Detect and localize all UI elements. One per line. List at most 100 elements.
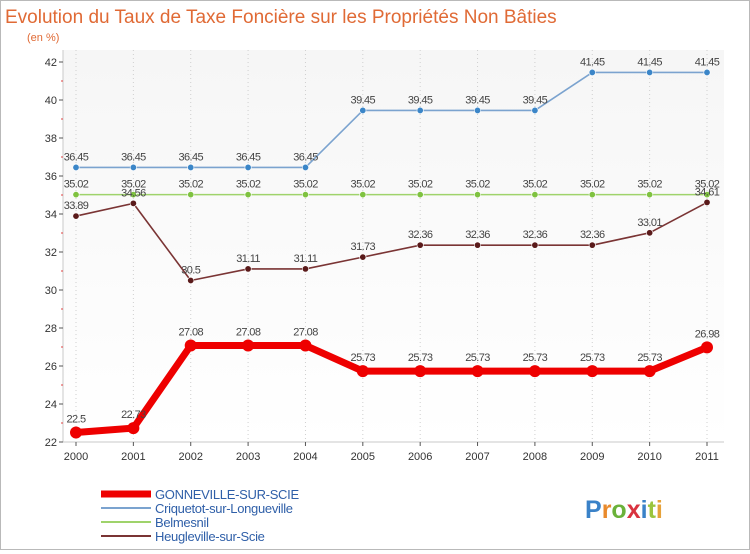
data-label: 25.73 bbox=[465, 352, 490, 364]
data-label: 22.73 bbox=[121, 409, 146, 421]
data-point bbox=[244, 191, 252, 199]
x-tick-label: 2009 bbox=[580, 451, 604, 463]
data-label: 35.02 bbox=[293, 179, 318, 191]
data-point bbox=[646, 229, 654, 237]
data-label: 39.45 bbox=[465, 94, 490, 106]
logo-letter: t bbox=[648, 496, 657, 524]
data-label: 32.36 bbox=[580, 229, 605, 241]
data-label: 32.36 bbox=[523, 229, 548, 241]
x-tick-label: 2006 bbox=[408, 451, 432, 463]
data-label: 34.61 bbox=[695, 186, 720, 198]
logo-letter: P bbox=[585, 496, 602, 524]
data-label: 35.02 bbox=[351, 179, 376, 191]
x-tick-label: 2011 bbox=[695, 451, 719, 463]
data-label: 25.73 bbox=[351, 352, 376, 364]
x-tick-label: 2003 bbox=[236, 451, 260, 463]
data-point bbox=[359, 106, 367, 114]
data-point bbox=[299, 339, 312, 352]
data-point bbox=[242, 339, 255, 352]
data-label: 35.02 bbox=[178, 179, 203, 191]
data-label: 34.56 bbox=[121, 187, 146, 199]
logo-text: Proxiti bbox=[585, 496, 663, 524]
legend-label: Belmesnil bbox=[155, 515, 209, 530]
legend-label: Criquetot-sur-Longueville bbox=[155, 501, 293, 516]
data-label: 25.73 bbox=[580, 352, 605, 364]
data-label: 39.45 bbox=[523, 94, 548, 106]
data-label: 36.45 bbox=[236, 151, 261, 163]
data-label: 33.89 bbox=[64, 200, 89, 212]
legend-label: GONNEVILLE-SUR-SCIE bbox=[155, 487, 299, 502]
data-label: 39.45 bbox=[408, 94, 433, 106]
logo-letter: i bbox=[656, 496, 663, 524]
y-tick-label: 32 bbox=[45, 247, 57, 259]
proxiti-logo: Proxiti bbox=[585, 496, 663, 524]
data-point bbox=[356, 365, 369, 378]
data-point bbox=[528, 365, 541, 378]
data-label: 35.02 bbox=[695, 179, 720, 191]
data-point bbox=[187, 191, 195, 199]
data-point bbox=[72, 191, 80, 199]
y-tick-label: 22 bbox=[45, 437, 57, 449]
data-point bbox=[187, 276, 195, 284]
data-point bbox=[416, 106, 424, 114]
data-point bbox=[127, 422, 140, 435]
y-tick-label: 26 bbox=[45, 361, 57, 373]
data-point bbox=[70, 426, 82, 439]
data-point bbox=[414, 365, 427, 378]
data-point bbox=[471, 365, 484, 378]
data-point bbox=[474, 191, 482, 199]
x-tick-label: 2007 bbox=[465, 451, 489, 463]
series-line bbox=[72, 341, 711, 436]
series-line bbox=[75, 71, 708, 169]
legend-label: Heugleville-sur-Scie bbox=[155, 529, 265, 544]
data-label: 33.01 bbox=[637, 217, 662, 229]
data-label: 31.11 bbox=[294, 253, 318, 265]
logo-letter: o bbox=[611, 496, 626, 524]
legend: GONNEVILLE-SUR-SCIECriquetot-sur-Longuev… bbox=[101, 487, 300, 544]
data-label: 41.45 bbox=[637, 56, 662, 68]
data-label: 30.5 bbox=[181, 265, 200, 277]
data-point bbox=[72, 212, 80, 220]
data-point bbox=[359, 253, 367, 261]
data-label: 36.45 bbox=[64, 151, 89, 163]
x-tick-label: 2000 bbox=[64, 451, 88, 463]
y-tick-label: 38 bbox=[45, 133, 57, 145]
data-label: 36.45 bbox=[178, 151, 203, 163]
data-point bbox=[701, 341, 713, 354]
chart-subtitle: (en %) bbox=[27, 32, 59, 44]
data-point bbox=[531, 106, 539, 114]
data-point bbox=[301, 265, 309, 273]
data-label: 26.98 bbox=[695, 328, 720, 340]
data-point bbox=[187, 163, 195, 171]
y-tick-label: 28 bbox=[45, 323, 57, 335]
chart-title: Evolution du Taux de Taxe Foncière sur l… bbox=[5, 7, 557, 28]
y-tick-label: 42 bbox=[45, 57, 57, 69]
data-point bbox=[184, 339, 197, 352]
y-tick-label: 30 bbox=[45, 285, 57, 297]
data-label: 35.02 bbox=[465, 179, 490, 191]
data-point bbox=[129, 191, 137, 199]
data-label: 27.08 bbox=[178, 326, 203, 338]
plot-grid: 22 24 26 28 30 32 34 36 38 40 42 2000 2001 2002 2003 20… bbox=[45, 50, 724, 463]
data-point bbox=[643, 365, 656, 378]
data-label: 35.02 bbox=[408, 179, 433, 191]
y-tick-label: 36 bbox=[45, 171, 57, 183]
data-point bbox=[72, 163, 80, 171]
data-point bbox=[588, 191, 596, 199]
data-label: 25.73 bbox=[637, 352, 662, 364]
logo-letter: x bbox=[627, 496, 641, 524]
x-tick-label: 2010 bbox=[637, 451, 661, 463]
data-point bbox=[359, 191, 367, 199]
series-line bbox=[75, 201, 708, 282]
data-point bbox=[646, 68, 654, 76]
data-label: 35.02 bbox=[523, 179, 548, 191]
data-point bbox=[531, 191, 539, 199]
data-point bbox=[588, 241, 596, 249]
x-tick-label: 2001 bbox=[121, 451, 145, 463]
x-tick-label: 2004 bbox=[293, 451, 317, 463]
data-label: 22.5 bbox=[66, 414, 85, 426]
data-label: 27.08 bbox=[293, 326, 318, 338]
data-label: 25.73 bbox=[408, 352, 433, 364]
data-point bbox=[129, 163, 137, 171]
